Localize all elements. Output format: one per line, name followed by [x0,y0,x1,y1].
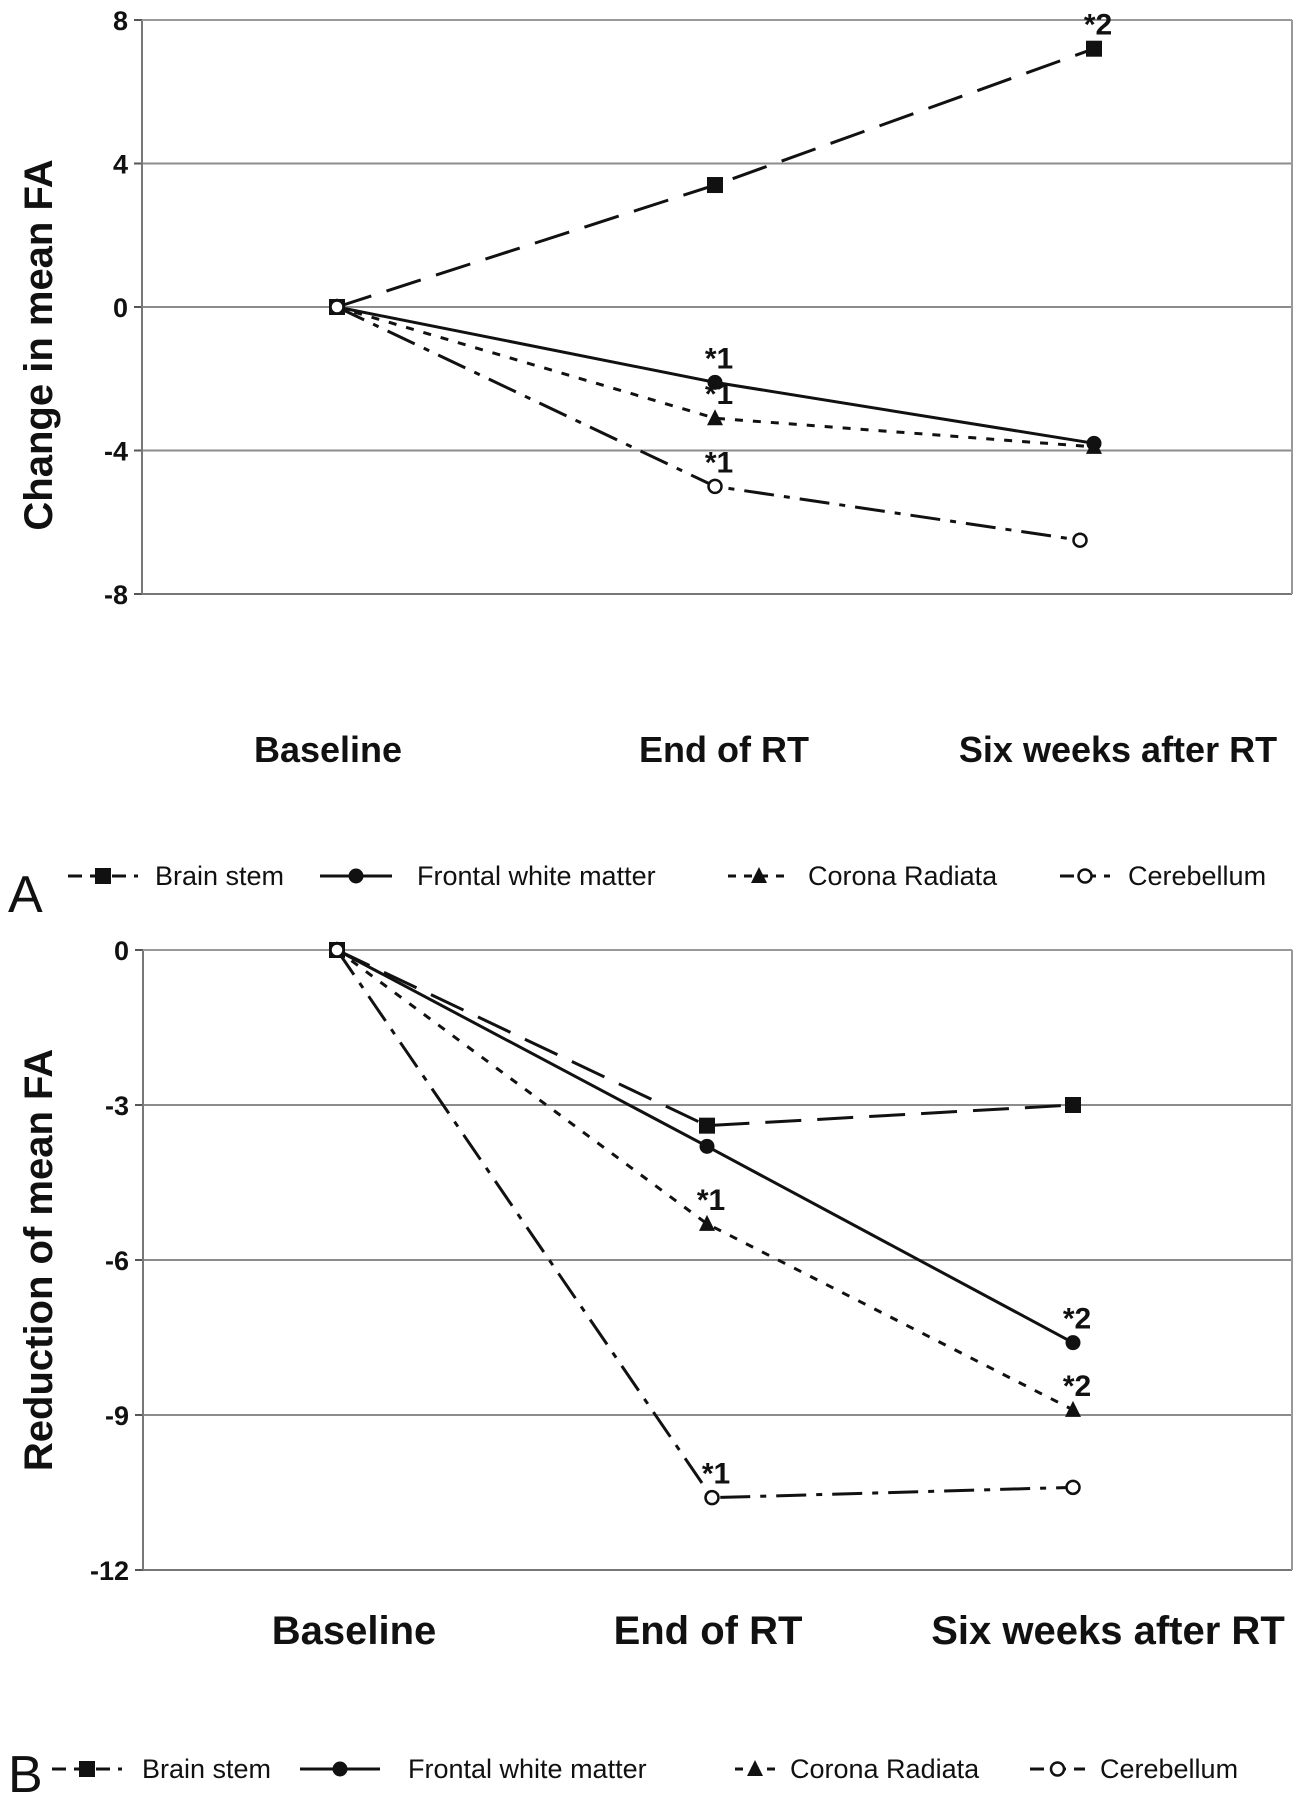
x-category-label-six-weeks-after-rt: Six weeks after RT [959,729,1277,770]
data-point-brain-stem [707,177,723,194]
data-point-corona-radiata [1086,437,1102,454]
series-line-corona-radiata [336,305,1095,449]
legend-label: Cerebellum [1100,1754,1238,1784]
legend-item-corona-radiata: Corona Radiata [728,861,998,891]
legend-label: Cerebellum [1128,861,1266,891]
data-point-frontal-white-matter [707,374,723,390]
y-tick-label: 0 [114,936,129,966]
series-line-cerebellum [335,949,1074,1500]
legend-label: Corona Radiata [808,861,998,891]
significance-annotation: *1 [697,1184,725,1217]
legend-swatch-marker [79,1761,95,1777]
series-line-corona-radiata [336,948,1074,1412]
legend-item-frontal-white-matter: Frontal white matter [320,861,656,891]
data-point-corona-radiata [699,1214,715,1231]
series-brain-stem: *2 [329,9,1112,315]
significance-annotation: *1 [702,1458,730,1491]
legend-swatch-marker [751,867,767,883]
x-category-label-end-of-rt: End of RT [614,1609,803,1653]
data-point-brain-stem [1086,40,1102,57]
legend-swatch-marker [95,868,111,884]
series-frontal-white-matter: *2 [329,942,1091,1351]
significance-annotation: *1 [705,446,733,479]
chart-panel-a: 8 4 0 -4 -8 Change in mean FA Baseline End of R… [8,6,1293,924]
legend-item-brain-stem: Brain stem [68,861,284,891]
data-point-cerebellum [329,299,345,315]
legend-item-cerebellum: Cerebellum [1060,861,1266,891]
legend-swatch-marker [1077,868,1093,884]
series-cerebellum: *1 [329,299,1088,548]
data-point-cerebellum [707,478,723,495]
y-axis-label: Reduction of mean FA [17,1049,61,1471]
y-axis-label: Change in mean FA [17,159,61,530]
series-corona-radiata: *1 *2 [329,941,1091,1417]
data-point-cerebellum [704,1489,720,1506]
legend: Brain stem Frontal white matter Corona Rad… [52,1754,1238,1784]
legend-swatch-marker [348,868,364,884]
data-point-brain-stem [699,1117,715,1134]
significance-annotation: *2 [1063,1370,1091,1403]
chart-panel-b: 0 -3 -6 -9 -12 Reduction of mean FA Baseline En… [8,936,1293,1800]
significance-annotation: *2 [1084,9,1112,42]
significance-annotation: *2 [1063,1303,1091,1336]
y-tick-label: -12 [90,1556,129,1586]
y-tick-label: 8 [113,6,128,36]
legend-item-frontal-white-matter: Frontal white matter [300,1754,647,1784]
legend-swatch-marker [332,1761,348,1777]
y-tick-label: -8 [104,580,128,610]
data-point-cerebellum [1065,1479,1081,1496]
y-tick-label: -6 [105,1246,129,1276]
data-point-cerebellum [1072,532,1088,548]
data-point-corona-radiata [1065,1400,1081,1417]
y-tick-label: 0 [113,293,128,323]
data-point-cerebellum [329,942,345,958]
x-category-label-baseline: Baseline [272,1609,437,1653]
data-point-frontal-white-matter [699,1138,715,1154]
panel-letter: B [8,1746,43,1800]
data-point-brain-stem [1065,1097,1081,1113]
y-axis: 8 4 0 -4 -8 [104,6,1292,610]
y-tick-label: -4 [104,437,128,467]
legend-item-brain-stem: Brain stem [52,1754,271,1784]
legend-item-corona-radiata: Corona Radiata [735,1754,980,1784]
legend-swatch-marker [1049,1761,1066,1777]
legend: Brain stem Frontal white matter Corona Rad… [68,861,1266,891]
legend-label: Frontal white matter [408,1754,647,1784]
legend-label: Frontal white matter [417,861,656,891]
x-category-label-end-of-rt: End of RT [639,729,809,770]
legend-swatch-marker [747,1760,763,1776]
y-tick-label: -3 [105,1091,129,1121]
significance-annotation: *1 [705,342,733,375]
panel-letter: A [8,866,43,924]
data-point-corona-radiata [707,409,723,426]
y-axis: 0 -3 -6 -9 -12 [90,936,1292,1586]
data-point-frontal-white-matter [1065,1335,1081,1351]
y-tick-label: 4 [113,150,128,180]
y-tick-label: -9 [105,1401,129,1431]
x-category-label-six-weeks-after-rt: Six weeks after RT [931,1609,1285,1653]
legend-label: Brain stem [142,1754,271,1784]
legend-item-cerebellum: Cerebellum [1030,1754,1238,1784]
legend-label: Brain stem [155,861,284,891]
series-line-brain-stem [336,948,1074,1128]
series-frontal-white-matter: *1 [329,299,1102,451]
significance-annotation: *1 [705,378,733,411]
series-cerebellum: *1 [329,942,1081,1506]
x-category-label-baseline: Baseline [254,729,402,770]
legend-label: Corona Radiata [790,1754,980,1784]
